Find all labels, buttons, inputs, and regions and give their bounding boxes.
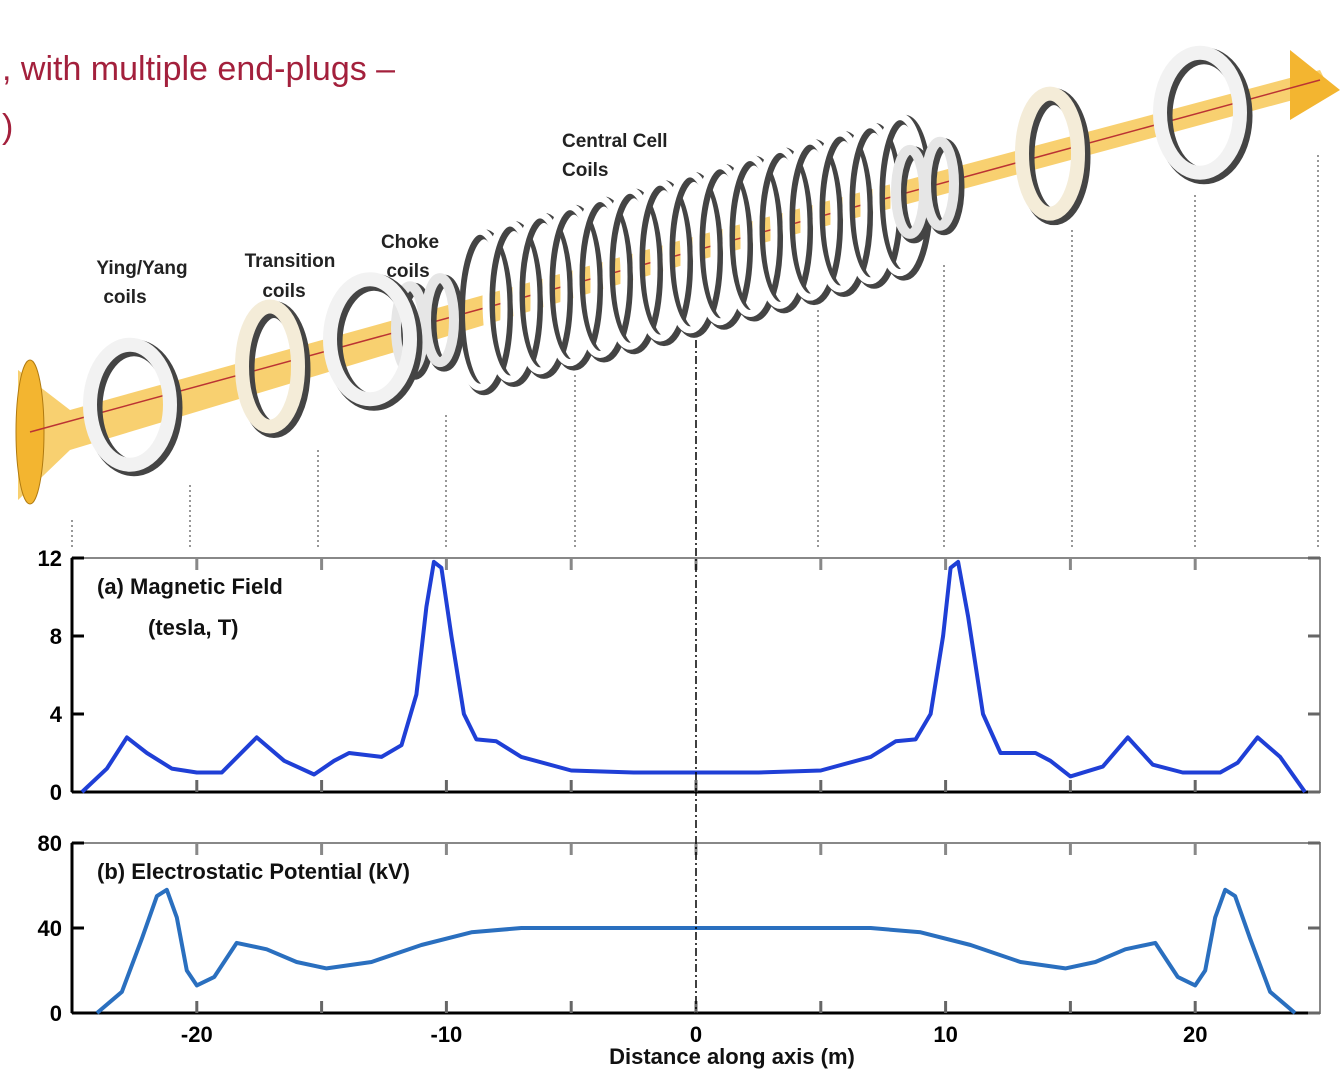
diagram-label: Central Cell [562, 131, 668, 152]
data-line [80, 559, 1307, 794]
coil [602, 186, 658, 350]
diagram-label: coils [386, 261, 429, 282]
x-tick-label: 0 [690, 1022, 702, 1047]
coil [782, 137, 838, 301]
x-axis-title: Distance along axis (m) [609, 1044, 855, 1069]
diagram-label: coils [262, 281, 305, 302]
diagram-label: Choke [381, 232, 439, 253]
end-fan [1290, 50, 1340, 120]
panel-subtitle: (tesla, T) [148, 615, 238, 640]
diagram-label: Ying/Yang [96, 258, 187, 279]
coil [632, 178, 688, 342]
diagram-label: Transition [245, 251, 336, 272]
coil [235, 299, 305, 434]
coil [921, 136, 959, 231]
y-tick-label: 12 [38, 546, 62, 571]
panel-title: (b) Electrostatic Potential (kV) [97, 859, 410, 884]
y-tick-label: 0 [50, 780, 62, 805]
y-tick-label: 80 [38, 831, 62, 856]
x-tick-label: -10 [431, 1022, 463, 1047]
coil [482, 219, 538, 383]
header-line: ) [2, 108, 13, 146]
diagram [15, 45, 1340, 505]
y-tick-label: 4 [50, 702, 63, 727]
coil [812, 129, 868, 293]
header-line: , with multiple end-plugs – [2, 50, 395, 88]
diagram-label: coils [103, 287, 146, 308]
y-tick-label: 0 [50, 1001, 62, 1026]
coil [1015, 86, 1085, 221]
coil [572, 194, 628, 358]
x-tick-label: 10 [933, 1022, 957, 1047]
x-tick-label: 20 [1183, 1022, 1207, 1047]
coil [542, 203, 598, 367]
coil [722, 154, 778, 318]
coil [512, 211, 568, 375]
coil [1153, 45, 1247, 180]
coil [83, 337, 177, 472]
y-tick-label: 40 [38, 916, 62, 941]
coil [662, 170, 718, 334]
diagram-label: Coils [562, 160, 608, 181]
coil [692, 162, 748, 326]
panel-title: (a) Magnetic Field [97, 574, 283, 599]
x-tick-label: -20 [181, 1022, 213, 1047]
coil [323, 272, 417, 407]
y-tick-label: 8 [50, 624, 62, 649]
coil [421, 273, 459, 368]
plasma-beam [18, 70, 1330, 500]
coil [752, 145, 808, 309]
